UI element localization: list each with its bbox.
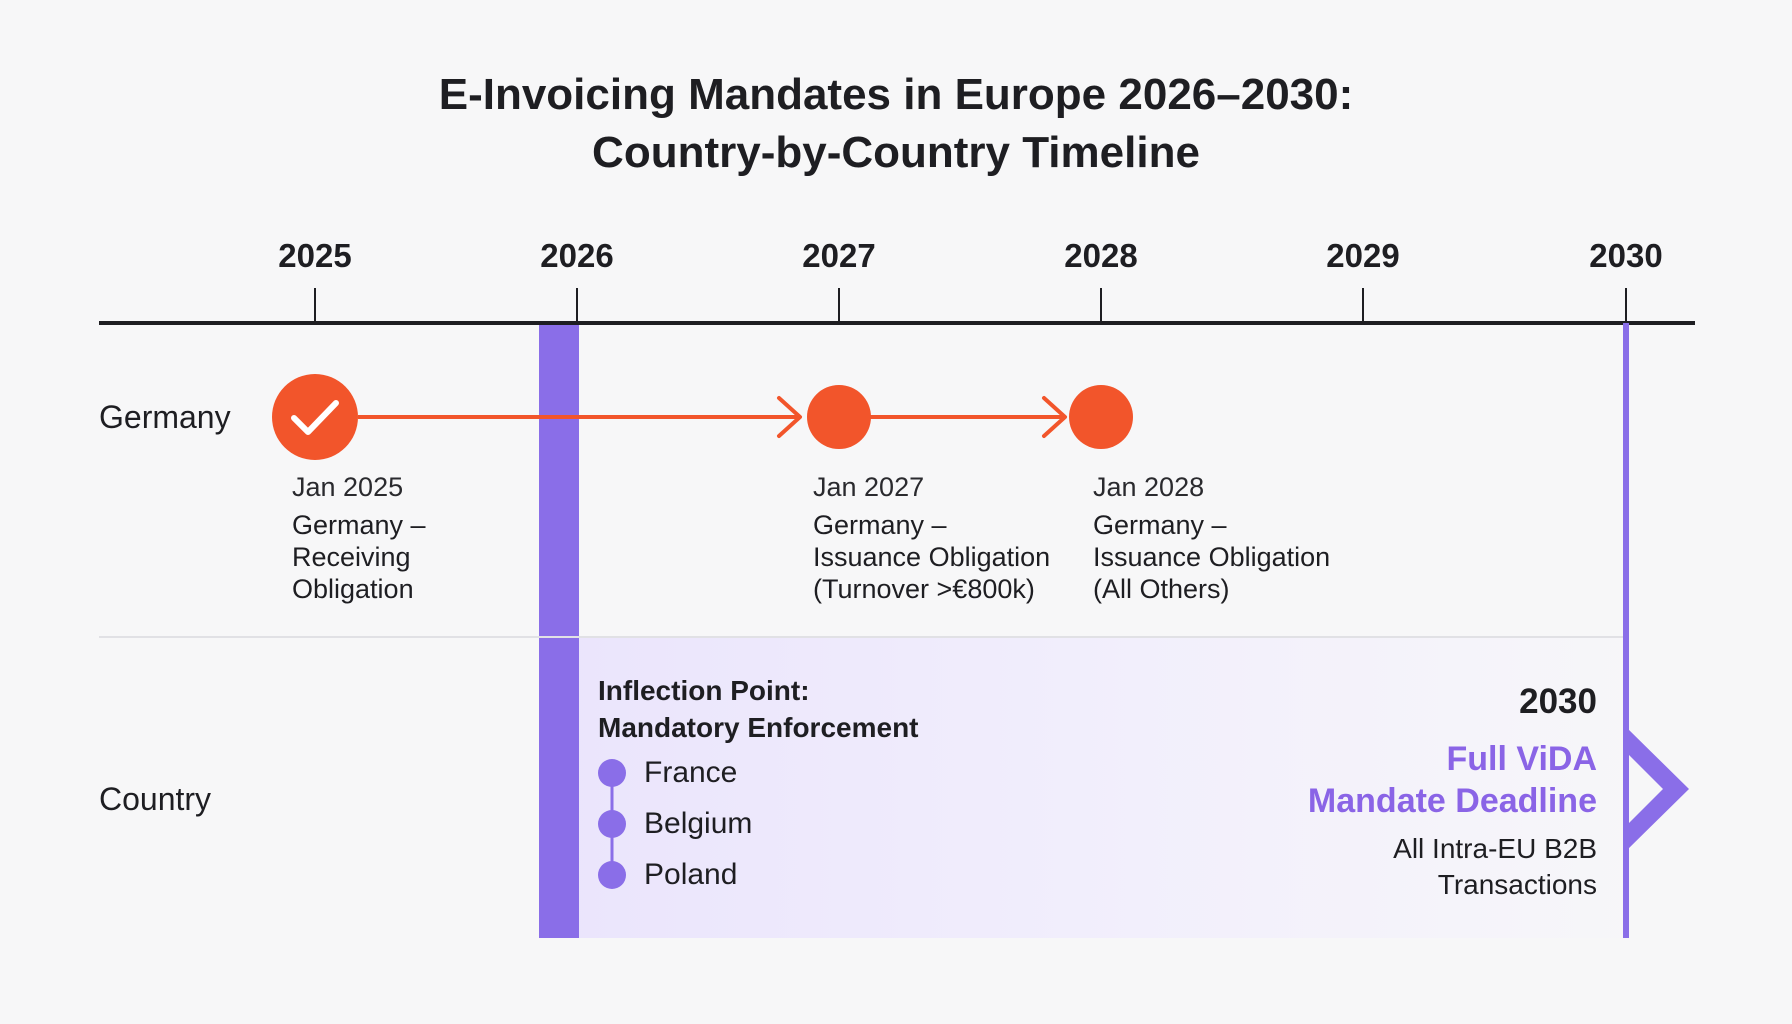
country-item-poland: Poland bbox=[644, 858, 738, 891]
deadline-title-line2: Mandate Deadline bbox=[1307, 782, 1597, 820]
deadline-sub-line1: All Intra-EU B2B bbox=[1393, 833, 1597, 864]
year-label-2029: 2029 bbox=[1326, 237, 1400, 274]
deadline-title-line1: Full ViDA bbox=[1446, 740, 1598, 778]
row-label-germany: Germany bbox=[99, 399, 231, 435]
country-item-france: France bbox=[644, 756, 738, 789]
deadline-subtitle: All Intra-EU B2B Transactions bbox=[1393, 831, 1597, 903]
year-label-2027: 2027 bbox=[802, 237, 876, 274]
germany-event-2027: Jan 2027 Germany – Issuance Obligation (… bbox=[813, 471, 1050, 605]
deadline-year: 2030 bbox=[1519, 682, 1597, 721]
event-text-line1: Germany – bbox=[1093, 510, 1227, 540]
event-text-line3: Obligation bbox=[292, 574, 414, 604]
event-date: Jan 2028 bbox=[1093, 472, 1205, 502]
event-text-line3: (Turnover >€800k) bbox=[813, 574, 1035, 604]
event-date: Jan 2027 bbox=[813, 472, 925, 502]
deadline-title: Full ViDA Mandate Deadline bbox=[1308, 738, 1597, 822]
year-label-2028: 2028 bbox=[1064, 237, 1138, 274]
germany-arrow-head-1 bbox=[777, 396, 802, 438]
germany-event-2028: Jan 2028 Germany – Issuance Obligation (… bbox=[1093, 471, 1330, 605]
germany-milestone-2025 bbox=[272, 374, 358, 460]
country-dot-belgium bbox=[598, 810, 626, 838]
event-text-line1: Germany – bbox=[813, 510, 947, 540]
event-text-line2: Issuance Obligation bbox=[813, 542, 1051, 572]
event-text-line3: (All Others) bbox=[1093, 574, 1230, 604]
row-label-country: Country bbox=[99, 781, 212, 817]
country-dot-poland bbox=[598, 861, 626, 889]
chart-title-line2: Country-by-Country Timeline bbox=[592, 128, 1200, 177]
event-text-line2: Receiving bbox=[292, 542, 411, 572]
inflection-title-line2: Mandatory Enforcement bbox=[598, 712, 919, 743]
inflection-panel bbox=[579, 637, 1626, 938]
inflection-band-2026 bbox=[539, 325, 579, 938]
country-item-belgium: Belgium bbox=[644, 807, 753, 840]
germany-milestone-2028 bbox=[1069, 385, 1133, 449]
inflection-title: Inflection Point: Mandatory Enforcement bbox=[598, 672, 919, 746]
chart-title-line1: E-Invoicing Mandates in Europe 2026–2030… bbox=[438, 70, 1354, 119]
germany-event-2025: Jan 2025 Germany – Receiving Obligation bbox=[292, 471, 426, 605]
event-text-line1: Germany – bbox=[292, 510, 426, 540]
inflection-title-line1: Inflection Point: bbox=[598, 675, 810, 706]
year-label-2025: 2025 bbox=[278, 237, 352, 274]
year-label-2030: 2030 bbox=[1589, 237, 1663, 274]
check-icon bbox=[291, 400, 339, 435]
event-text-line2: Issuance Obligation bbox=[1093, 542, 1331, 572]
germany-arrow-head-2 bbox=[1042, 396, 1067, 438]
deadline-chevron-icon bbox=[1626, 727, 1689, 851]
deadline-sub-line2: Transactions bbox=[1437, 869, 1597, 900]
event-date: Jan 2025 bbox=[292, 472, 404, 502]
country-dot-france bbox=[598, 759, 626, 787]
germany-milestone-2027 bbox=[807, 385, 871, 449]
chart-title: E-Invoicing Mandates in Europe 2026–2030… bbox=[0, 66, 1792, 182]
year-label-2026: 2026 bbox=[540, 237, 614, 274]
